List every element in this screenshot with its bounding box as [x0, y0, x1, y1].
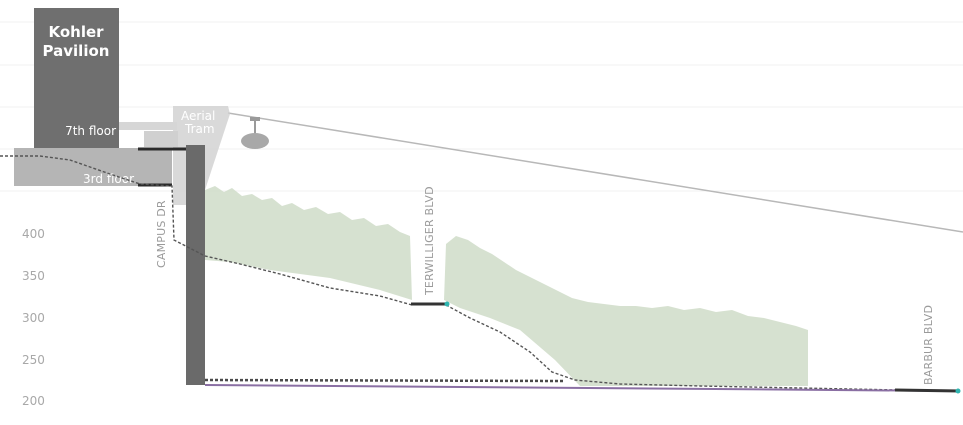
street-label-barbur-blvd: BARBUR BLVD [922, 305, 935, 385]
terrain-profile-lower [445, 304, 961, 392]
y-tick-label: 350 [22, 269, 45, 283]
tree-cluster-right [444, 236, 808, 386]
building-name-line2: Pavilion [43, 42, 110, 60]
barbur-endpoint-marker [955, 388, 961, 394]
floor-label-3rd: 3rd floor [83, 172, 134, 186]
tram-label-line1: Aerial [181, 109, 215, 123]
y-tick-label: 250 [22, 353, 45, 367]
street-label-campus-dr: CAMPUS DR [155, 200, 168, 268]
pavilion-tower [34, 8, 119, 148]
street-label-terwilliger-blvd: TERWILLIGER BLVD [423, 186, 436, 296]
tree-cluster-left [205, 186, 412, 300]
ground-path-line [204, 384, 961, 392]
tram-cable [227, 112, 963, 233]
floor-label-7th: 7th floor [65, 124, 116, 138]
tram-walkway [144, 131, 178, 147]
pavilion-base [14, 148, 172, 186]
tram-label-line2: Tram [184, 122, 215, 136]
y-axis: 400 350 300 250 200 [22, 227, 45, 408]
y-tick-label: 300 [22, 311, 45, 325]
skybridge-connector [119, 122, 177, 130]
barbur-road-segment [894, 388, 961, 393]
terrain-profile-upper [0, 155, 413, 306]
kohler-pavilion-building [14, 8, 178, 186]
y-tick-label: 400 [22, 227, 45, 241]
elevator-shaft [186, 145, 205, 385]
tram-cabin-icon [241, 117, 269, 149]
y-tick-label: 200 [22, 394, 45, 408]
tree-canopy [205, 186, 808, 386]
building-name-line1: Kohler [48, 23, 104, 41]
lower-tunnel-path [204, 378, 566, 383]
terwilliger-endpoint-marker [444, 301, 450, 307]
